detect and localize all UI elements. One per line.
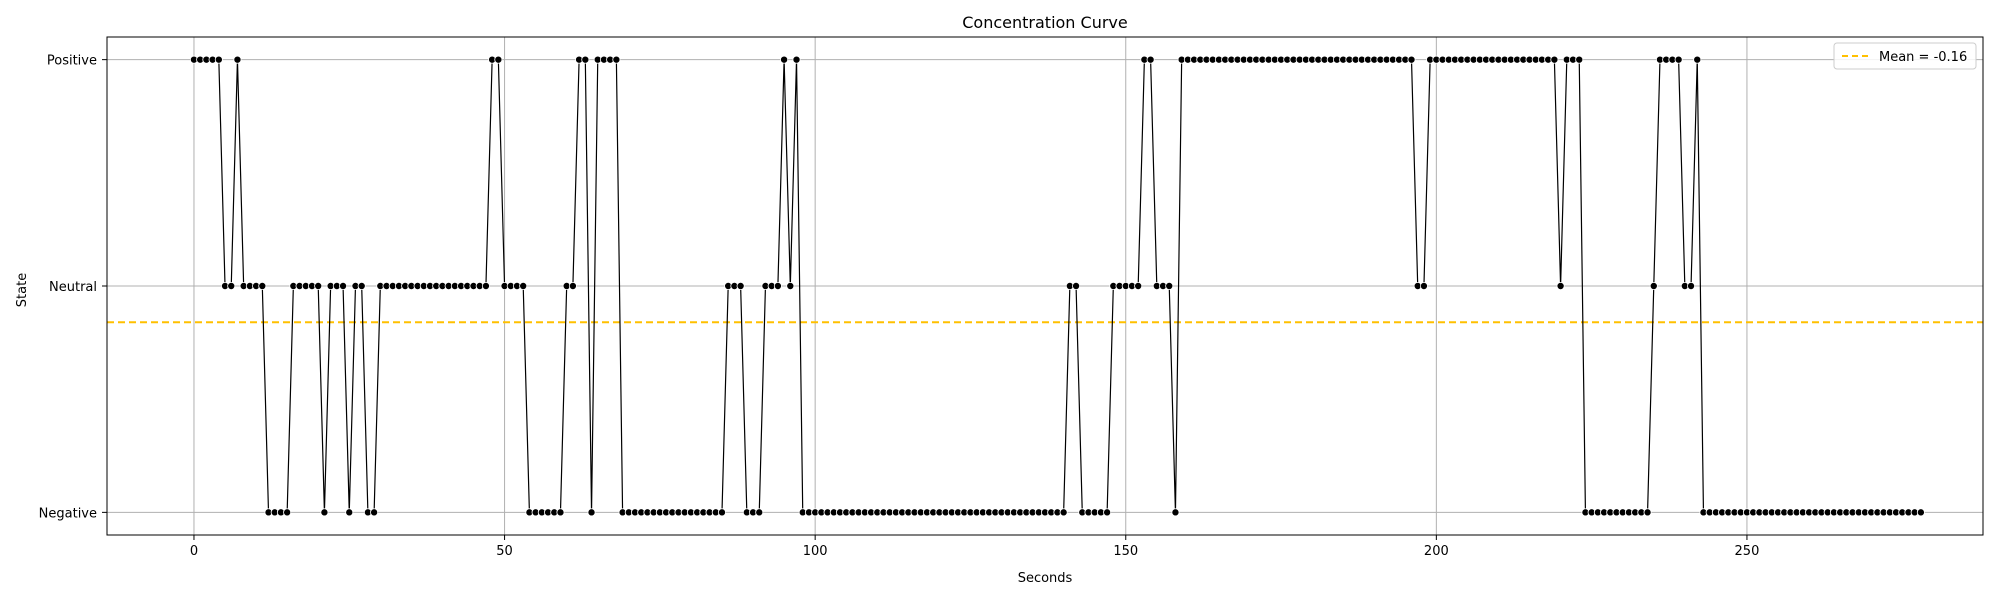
data-point xyxy=(1103,508,1112,517)
y-axis-label: State xyxy=(15,273,30,307)
legend: Mean = -0.16 xyxy=(1833,42,1977,70)
data-point xyxy=(717,508,726,517)
data-point xyxy=(755,508,764,517)
data-point xyxy=(1916,508,1925,517)
legend-label: Mean = -0.16 xyxy=(1879,50,1967,65)
chart-title: Concentration Curve xyxy=(962,13,1127,32)
data-point xyxy=(370,508,379,517)
x-axis-label: Seconds xyxy=(1018,571,1073,586)
data-point xyxy=(481,281,490,290)
data-point xyxy=(568,281,577,290)
x-tick-label: 0 xyxy=(190,544,198,559)
data-point xyxy=(1687,281,1696,290)
data-point xyxy=(556,508,565,517)
data-point xyxy=(1171,508,1180,517)
data-point xyxy=(320,508,329,517)
data-point xyxy=(581,55,590,64)
series-layer xyxy=(189,55,1925,517)
y-tick-label: Neutral xyxy=(49,280,97,295)
legend-box xyxy=(1833,42,1977,70)
data-point xyxy=(780,55,789,64)
data-point xyxy=(1059,508,1068,517)
x-tick-label: 100 xyxy=(803,544,828,559)
data-point xyxy=(314,281,323,290)
data-point xyxy=(612,55,621,64)
data-point xyxy=(1165,281,1174,290)
data-point xyxy=(519,281,528,290)
data-point xyxy=(587,508,596,517)
data-point xyxy=(736,281,745,290)
data-point xyxy=(1146,55,1155,64)
data-point xyxy=(1674,55,1683,64)
data-point xyxy=(1556,281,1565,290)
data-point xyxy=(214,55,223,64)
x-tick-label: 50 xyxy=(496,544,513,559)
data-point xyxy=(1072,281,1081,290)
data-point xyxy=(786,281,795,290)
y-tick-label: Positive xyxy=(47,54,97,69)
data-point xyxy=(773,281,782,290)
data-point xyxy=(1643,508,1652,517)
data-point xyxy=(339,281,348,290)
data-point xyxy=(1419,281,1428,290)
data-point xyxy=(258,281,267,290)
x-ticks: 0 50 100 150 200 250 xyxy=(190,535,1760,559)
data-point xyxy=(1649,281,1658,290)
data-point xyxy=(233,55,242,64)
data-point xyxy=(345,508,354,517)
data-point xyxy=(227,281,236,290)
data-point xyxy=(1134,281,1143,290)
data-point xyxy=(792,55,801,64)
y-tick-label: Negative xyxy=(39,506,97,521)
x-tick-label: 150 xyxy=(1113,544,1138,559)
data-point xyxy=(357,281,366,290)
data-point xyxy=(1407,55,1416,64)
y-ticks: Negative Neutral Positive xyxy=(39,54,107,521)
data-point xyxy=(494,55,503,64)
x-tick-label: 250 xyxy=(1735,544,1760,559)
x-tick-label: 200 xyxy=(1424,544,1449,559)
data-point xyxy=(1693,55,1702,64)
data-point xyxy=(1550,55,1559,64)
data-point xyxy=(283,508,292,517)
data-point xyxy=(1575,55,1584,64)
